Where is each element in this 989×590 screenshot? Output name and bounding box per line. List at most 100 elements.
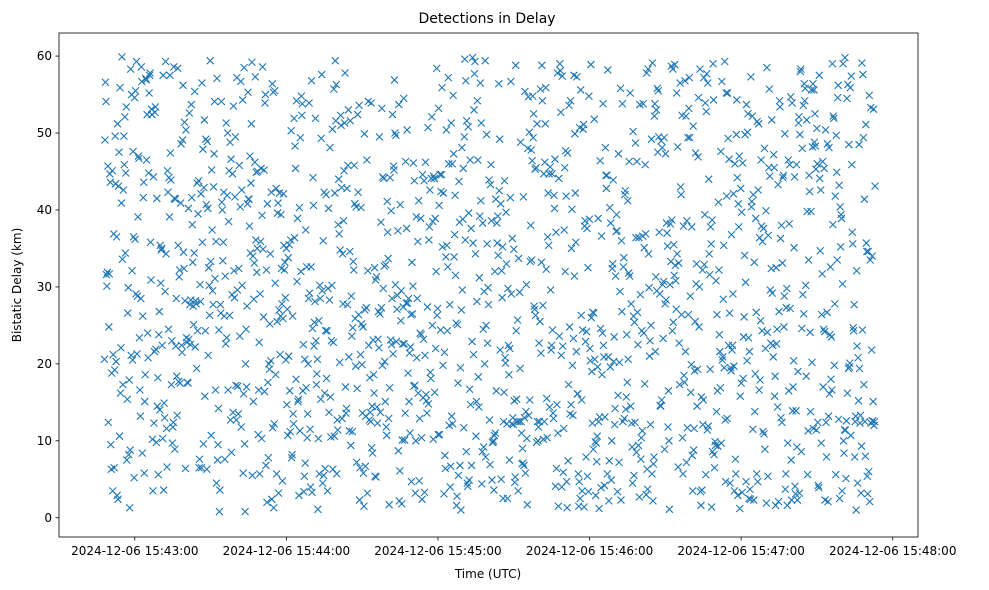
x-tick-label: 2024-12-06 15:43:00	[71, 544, 198, 558]
data-point	[439, 361, 447, 370]
data-point	[175, 273, 184, 281]
data-point	[134, 213, 142, 221]
data-point	[537, 349, 545, 357]
data-point	[178, 348, 186, 357]
data-point	[235, 332, 244, 341]
data-point	[669, 240, 678, 249]
data-point	[193, 179, 201, 187]
data-point	[556, 66, 565, 75]
data-point	[777, 413, 785, 422]
data-point	[279, 314, 287, 323]
data-point	[228, 169, 237, 178]
data-point	[531, 311, 540, 320]
data-point	[720, 57, 729, 66]
data-point	[281, 356, 290, 364]
data-point	[701, 99, 710, 107]
data-point	[683, 216, 691, 225]
data-point	[275, 306, 283, 314]
data-point	[592, 439, 601, 448]
data-point	[852, 266, 861, 275]
data-point	[702, 69, 711, 78]
data-point	[330, 189, 339, 197]
data-point	[141, 370, 150, 379]
data-point	[208, 226, 217, 234]
data-point	[843, 94, 851, 103]
data-point	[223, 129, 232, 137]
data-point	[486, 180, 495, 189]
data-point	[806, 328, 814, 337]
data-point	[194, 209, 202, 218]
data-point	[827, 333, 836, 341]
data-point	[781, 470, 790, 478]
data-point	[373, 403, 381, 411]
data-point	[323, 486, 332, 495]
data-point	[546, 163, 555, 171]
data-point	[316, 294, 325, 303]
data-point	[563, 503, 571, 512]
data-point	[754, 186, 763, 194]
data-point	[815, 174, 824, 183]
data-point	[862, 239, 871, 247]
data-point	[115, 148, 123, 157]
data-point	[730, 486, 739, 495]
data-point	[651, 347, 660, 356]
data-point	[242, 325, 250, 334]
data-point	[155, 307, 164, 316]
data-point	[270, 420, 279, 428]
data-point	[232, 381, 240, 390]
data-point	[564, 456, 572, 465]
data-point	[471, 57, 479, 66]
data-point	[424, 123, 432, 132]
data-point	[271, 279, 280, 287]
data-point	[415, 414, 424, 423]
data-point	[778, 259, 787, 267]
data-point	[146, 69, 154, 77]
data-point	[300, 355, 309, 364]
data-point	[655, 228, 664, 237]
data-point	[794, 119, 803, 127]
data-point	[769, 150, 778, 159]
data-point	[211, 274, 219, 283]
data-point	[101, 78, 110, 87]
data-point	[747, 72, 755, 81]
data-point	[705, 270, 714, 279]
data-point	[570, 129, 579, 138]
data-point	[148, 435, 157, 444]
data-point	[505, 370, 513, 379]
data-point	[303, 433, 312, 442]
data-point	[540, 417, 549, 426]
data-point	[850, 300, 859, 309]
data-point	[217, 97, 226, 106]
data-point	[554, 502, 563, 511]
data-point	[562, 477, 571, 486]
data-point	[210, 97, 219, 106]
data-point	[392, 337, 401, 346]
data-point	[792, 160, 801, 169]
data-point	[117, 343, 125, 352]
data-point	[513, 417, 522, 426]
data-point	[356, 463, 364, 472]
data-point	[307, 76, 316, 85]
data-point	[558, 72, 567, 80]
data-point	[346, 116, 355, 125]
data-point	[536, 85, 545, 94]
data-point	[685, 73, 694, 82]
data-point	[751, 369, 760, 378]
data-point	[359, 323, 367, 331]
data-point	[606, 219, 615, 227]
data-point	[511, 61, 520, 70]
data-point	[362, 156, 371, 164]
data-point	[456, 363, 465, 372]
data-point	[413, 294, 422, 303]
data-point	[653, 84, 662, 93]
data-point	[284, 352, 293, 361]
data-point	[519, 193, 528, 201]
data-point	[322, 190, 330, 199]
data-point	[465, 476, 474, 484]
data-point	[359, 469, 368, 478]
data-point	[245, 195, 253, 204]
data-point	[194, 176, 203, 185]
data-point	[136, 412, 145, 421]
data-point	[676, 79, 684, 87]
data-point	[552, 464, 561, 473]
